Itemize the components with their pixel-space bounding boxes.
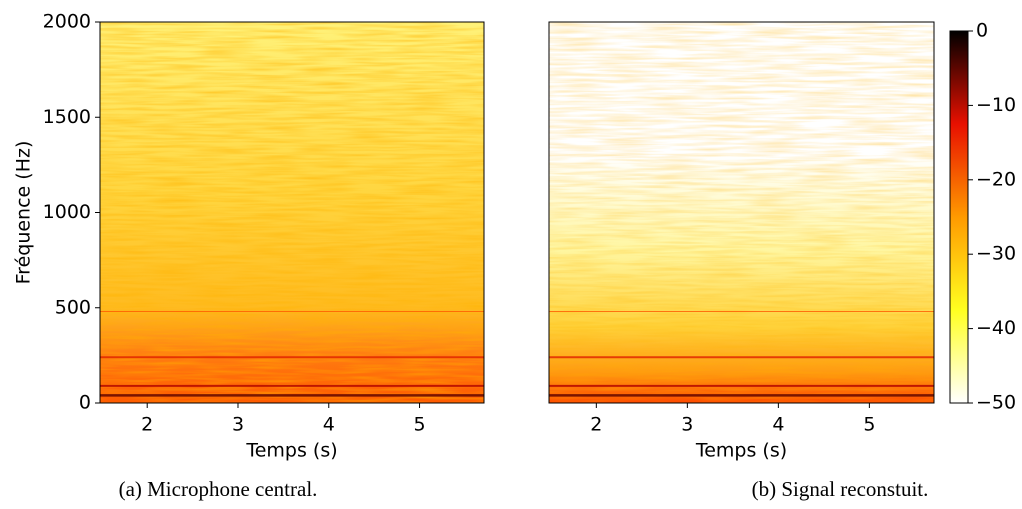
x-tick-label: 5 <box>863 414 875 436</box>
spectrogram-texture <box>549 22 934 403</box>
spectrogram-texture <box>100 22 484 403</box>
caption: (b) Signal reconstuit. <box>752 477 929 501</box>
caption: (a) Microphone central. <box>119 477 318 501</box>
x-axis-label: Temps (s) <box>695 440 787 462</box>
x-tick-label: 3 <box>232 414 244 436</box>
colorbar-tick-label: −50 <box>976 392 1016 414</box>
colorbar-tick-label: 0 <box>976 20 988 42</box>
y-tick-label: 500 <box>55 296 91 318</box>
y-tick-label: 1500 <box>43 106 91 128</box>
colorbar-tick-label: −10 <box>976 94 1016 116</box>
x-tick-label: 3 <box>681 414 693 436</box>
colorbar-tick-label: −30 <box>976 243 1016 265</box>
x-tick-label: 2 <box>141 414 153 436</box>
colorbar-tick-label: −40 <box>976 317 1016 339</box>
colorbar <box>949 30 969 404</box>
x-axis-label: Temps (s) <box>245 440 337 462</box>
y-axis-label: Fréquence (Hz) <box>13 141 35 285</box>
colorbar-tick-label: −20 <box>976 168 1016 190</box>
y-tick-label: 2000 <box>43 11 91 33</box>
x-tick-label: 2 <box>590 414 602 436</box>
plot-frame <box>548 21 935 404</box>
y-tick-label: 1000 <box>43 201 91 223</box>
y-tick-label: 0 <box>79 392 91 414</box>
x-tick-label: 4 <box>323 414 335 436</box>
x-tick-label: 5 <box>413 414 425 436</box>
x-tick-label: 4 <box>772 414 784 436</box>
